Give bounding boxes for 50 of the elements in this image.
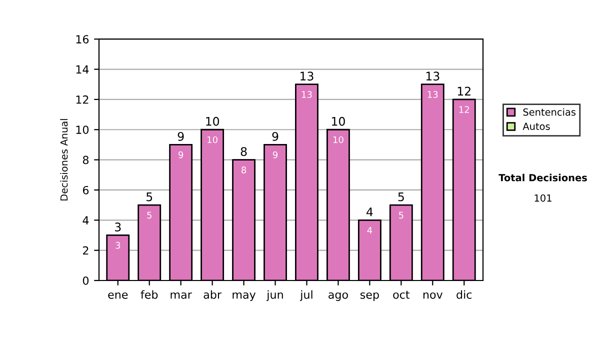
data-label: 13: [428, 91, 438, 98]
data-label: 5: [398, 212, 404, 219]
total-label: 10: [332, 116, 345, 126]
data-label: 8: [242, 166, 246, 174]
x-tick-label: jun: [266, 290, 283, 301]
total-label: 8: [240, 147, 247, 156]
x-tick-label: may: [232, 292, 256, 301]
total-label: 10: [206, 116, 220, 126]
x-tick-label: abr: [204, 290, 222, 299]
x-tick-label: feb: [140, 290, 158, 299]
y-tick-label: 8: [82, 156, 89, 164]
y-tick-label: 10: [76, 126, 89, 134]
total-label: 13: [300, 72, 314, 81]
total-label: 13: [426, 72, 440, 81]
total-label: 5: [146, 192, 152, 202]
y-tick-label: 6: [82, 186, 89, 194]
data-label: 9: [272, 151, 278, 158]
total-label: 5: [398, 192, 404, 202]
data-label: 3: [116, 242, 120, 249]
data-label: 4: [367, 226, 372, 234]
y-tick-label: 0: [82, 276, 89, 285]
y-tick-label: 12: [76, 95, 88, 104]
x-tick-label: sep: [360, 292, 379, 301]
x-tick-label: ene: [108, 292, 128, 299]
data-label: 12: [459, 106, 469, 113]
data-label: 13: [302, 91, 312, 98]
total-label: 9: [272, 132, 278, 141]
x-tick-label: oct: [393, 290, 410, 299]
data-label: 9: [178, 151, 184, 158]
legend-label: Sentencias: [523, 108, 576, 116]
x-tick-label: dic: [456, 290, 472, 299]
y-tick-label: 2: [83, 246, 88, 255]
x-tick-label: ago: [328, 292, 348, 301]
data-label: 10: [208, 136, 218, 144]
text: Total Decisiones: [498, 174, 587, 182]
y-tick-label: 14: [76, 65, 89, 74]
data-label: 10: [333, 136, 344, 144]
text: 101: [534, 194, 552, 202]
total-label: 9: [178, 132, 184, 141]
total-label: 12: [458, 86, 470, 96]
x-tick-label: nov: [423, 292, 443, 299]
y-axis-title: Decisiones Anual: [60, 119, 68, 200]
x-tick-label: jul: [300, 290, 312, 301]
total-label: 3: [115, 222, 121, 232]
data-label: 5: [147, 212, 152, 219]
total-label: 4: [366, 208, 373, 216]
y-tick-label: 16: [76, 35, 89, 44]
legend-label: Autos: [522, 122, 550, 130]
x-tick-label: mar: [170, 292, 192, 299]
y-tick-label: 4: [82, 216, 89, 224]
